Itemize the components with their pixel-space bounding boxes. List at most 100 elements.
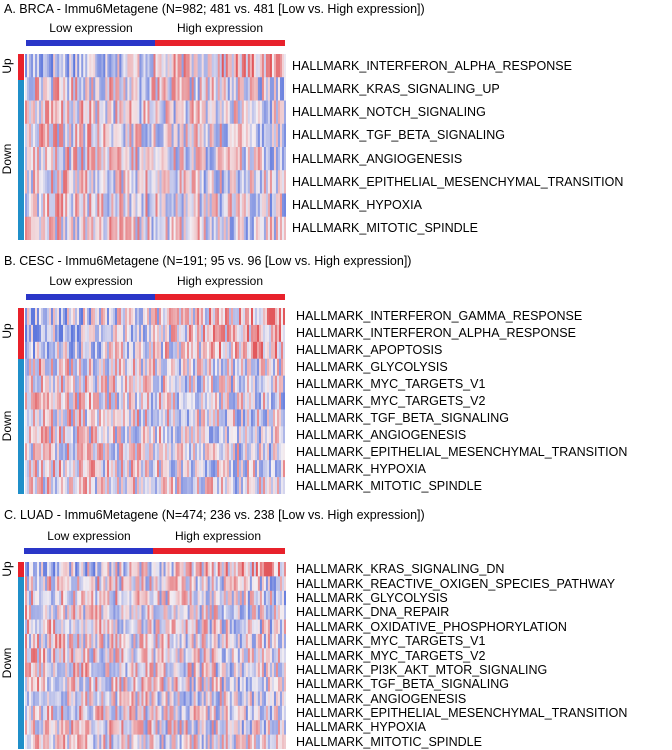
heatmap-cell [57,358,60,377]
heatmap-cell [273,308,276,326]
heatmap-cell [175,477,178,494]
heatmap-cell [43,443,46,461]
heatmap-cell [247,605,251,620]
heatmap-cell [185,341,188,360]
heatmap-cell [31,123,34,148]
heatmap-cell [97,619,100,635]
heatmap-cell [119,460,122,478]
heatmap-cell [53,633,56,649]
heatmap-cell [191,662,195,678]
heatmap-cell [239,648,243,664]
heatmap-cell [187,193,191,218]
heatmap-cell [139,147,142,171]
heatmap-cell [127,677,130,692]
heatmap-cell [189,662,193,678]
heatmap-cell [219,409,222,427]
row-label: HALLMARK_GLYCOLYSIS [296,360,448,375]
heatmap-cell [221,633,225,649]
heatmap-cell [219,605,223,620]
heatmap-cell [61,100,64,125]
heatmap-cell [133,691,136,707]
heatmap-cell [243,341,246,360]
heatmap-cell [41,426,44,444]
heatmap-cell [229,443,232,461]
heatmap-cell [101,705,104,721]
heatmap-cell [263,341,266,360]
heatmap-cell [139,100,142,125]
heatmap-cell [159,392,162,410]
heatmap-cell [145,77,148,101]
heatmap-cell [193,605,197,620]
heatmap-cell [119,691,122,707]
heatmap-cell [271,77,275,101]
heatmap-cell [83,308,86,326]
heatmap-cell [233,691,237,707]
heatmap-cell [279,358,282,377]
heatmap-cell [237,619,241,635]
heatmap-cell [97,308,100,326]
heatmap-cell [147,409,150,427]
heatmap-cell [35,720,38,736]
heatmap-cell [249,734,253,749]
heatmap-cell [115,460,118,478]
heatmap-cell [41,576,44,592]
heatmap-cell [125,691,128,707]
heatmap-cell [193,409,196,427]
heatmap-cell [175,123,178,148]
heatmap-cell [243,308,246,326]
heatmap-cell [191,358,194,377]
heatmap-cell [273,193,277,218]
heatmap-cell [179,308,182,326]
heatmap-cell [283,662,286,678]
heatmap-cell [215,308,218,326]
heatmap-cell [89,308,92,326]
heatmap-cell [63,324,66,343]
heatmap-cell [113,562,116,577]
heatmap-cell [181,375,184,393]
heatmap-cell [69,308,72,326]
heatmap-cell [87,54,90,78]
heatmap [25,308,285,494]
heatmap-cell [135,443,138,461]
heatmap-cell [227,648,231,664]
heatmap-cell [281,409,284,427]
heatmap-cell [259,409,262,427]
heatmap-cell [283,54,286,78]
heatmap-cell [227,170,231,194]
heatmap-cell [33,77,36,101]
heatmap-cell [163,691,166,707]
heatmap-cell [115,170,118,194]
heatmap-cell [233,409,236,427]
heatmap-cell [267,341,270,360]
heatmap-cell [29,341,32,360]
heatmap-cell [183,324,186,343]
heatmap-cell [235,54,239,78]
heatmap-cell [29,100,32,125]
heatmap-cell [167,605,170,620]
heatmap-cell [91,691,94,707]
heatmap-cell [103,691,106,707]
heatmap-cell [77,705,80,721]
heatmap-cell [63,308,66,326]
heatmap-cell [185,216,189,240]
heatmap-cell [235,605,239,620]
heatmap-cell [103,590,106,606]
heatmap-cell [115,720,118,736]
heatmap-cell [153,734,156,749]
heatmap-cell [251,734,255,749]
heatmap-cell [99,358,102,377]
heatmap-cell [113,409,116,427]
heatmap-cell [279,426,282,444]
heatmap-cell [31,147,34,171]
heatmap-cell [63,54,66,78]
heatmap-cell [53,77,56,101]
heatmap-cell [43,54,46,78]
heatmap-cell [159,677,162,692]
heatmap-cell [191,605,195,620]
heatmap-cell [91,720,94,736]
low-expression-label: Low expression [49,274,133,288]
heatmap-cell [229,123,233,148]
heatmap-cell [167,633,170,649]
panel-cesc: B. CESC - Immu6Metagene (N=191; 95 vs. 9… [0,252,672,496]
heatmap-cell [139,375,142,393]
